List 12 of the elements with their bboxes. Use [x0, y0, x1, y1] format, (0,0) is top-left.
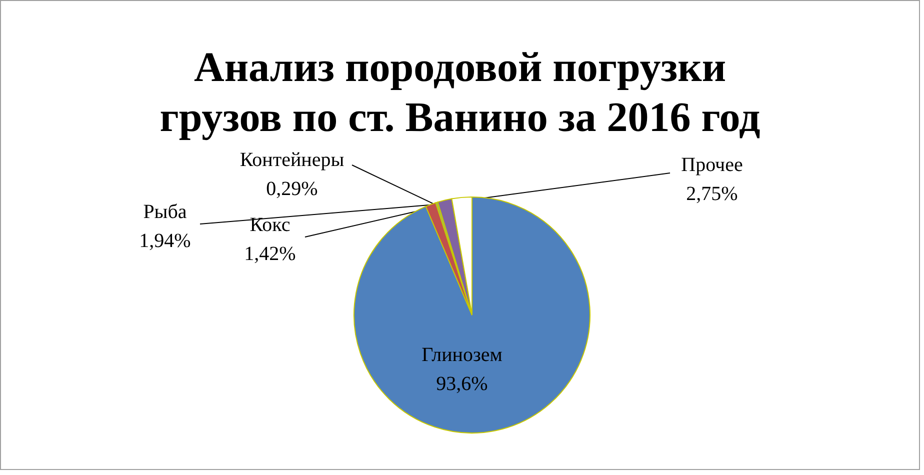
slice-label: Глинозем — [422, 344, 503, 366]
slice-label: Рыба — [143, 201, 187, 223]
data-label: 1,94% — [139, 230, 191, 252]
data-label: 0,29% — [266, 178, 318, 200]
data-label: 93,6% — [436, 373, 488, 395]
slice-label: Кокс — [250, 214, 290, 236]
data-label: 2,75% — [686, 183, 738, 205]
text: Анализ породовой погрузки — [194, 45, 726, 91]
slice-label: Контейнеры — [240, 149, 344, 171]
slice-label: Прочее — [681, 154, 743, 176]
data-label: 1,42% — [244, 243, 296, 265]
text: грузов по ст. Ванино за 2016 год — [160, 95, 760, 141]
